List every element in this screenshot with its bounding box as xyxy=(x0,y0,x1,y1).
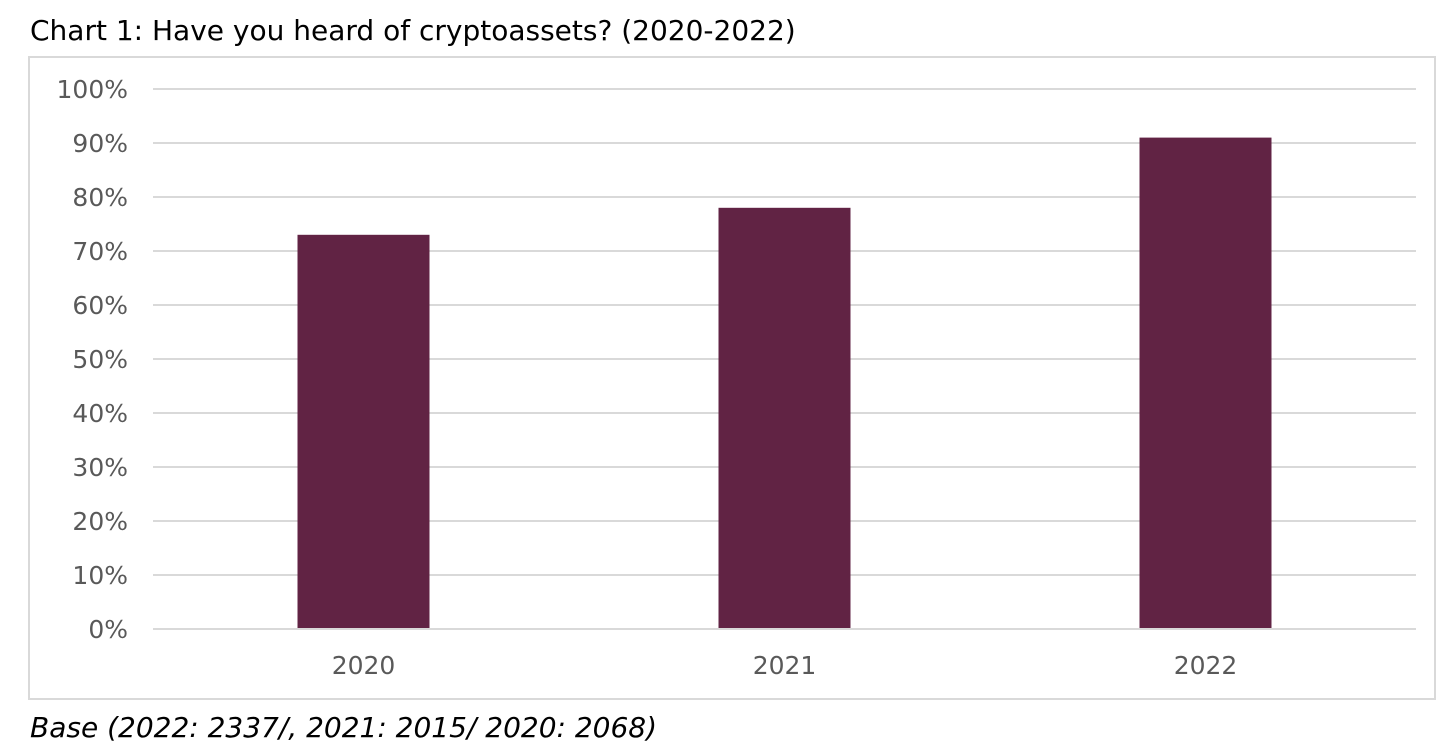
chart-title: Chart 1: Have you heard of cryptoassets?… xyxy=(30,14,796,47)
x-tick-label-2021: 2021 xyxy=(753,651,817,680)
y-tick-label: 40% xyxy=(72,399,128,428)
y-axis-tick-labels: 0% 10% 20% 30% 40% 50% 60% 70% 80% 90% 100% xyxy=(57,75,128,644)
y-tick-label: 30% xyxy=(72,453,128,482)
base-note: Base (2022: 2337/, 2021: 2015/ 2020: 206… xyxy=(30,711,658,744)
y-tick-label: 100% xyxy=(57,75,128,104)
x-tick-label-2022: 2022 xyxy=(1174,651,1238,680)
x-tick-label-2020: 2020 xyxy=(332,651,396,680)
y-tick-label: 70% xyxy=(72,237,128,266)
x-axis-tick-labels: 2020 2021 2022 xyxy=(332,651,1238,680)
bar-2020 xyxy=(297,234,430,630)
y-tick-label: 10% xyxy=(72,561,128,590)
bars xyxy=(297,137,1272,630)
y-tick-label: 80% xyxy=(72,183,128,212)
bar-2021 xyxy=(718,207,851,630)
y-tick-label: 20% xyxy=(72,507,128,536)
y-tick-label: 0% xyxy=(88,615,128,644)
y-tick-label: 60% xyxy=(72,291,128,320)
y-tick-label: 90% xyxy=(72,129,128,158)
bar-2022 xyxy=(1139,137,1272,629)
y-tick-label: 50% xyxy=(72,345,128,374)
